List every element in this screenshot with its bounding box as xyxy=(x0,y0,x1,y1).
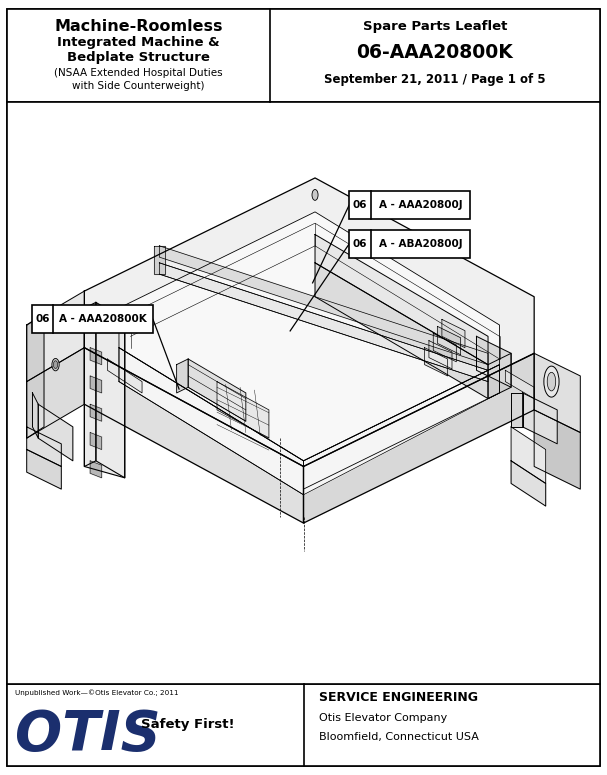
Text: Spare Parts Leaflet: Spare Parts Leaflet xyxy=(363,20,507,33)
Text: Unpublished Work—©Otis Elevator Co.; 2011: Unpublished Work—©Otis Elevator Co.; 201… xyxy=(15,689,178,696)
Polygon shape xyxy=(159,263,488,381)
Text: A - AAA20800K: A - AAA20800K xyxy=(59,315,147,324)
Polygon shape xyxy=(90,405,101,422)
Polygon shape xyxy=(511,393,523,427)
Text: A - ABA20800J: A - ABA20800J xyxy=(379,239,463,249)
Text: Bedplate Structure: Bedplate Structure xyxy=(67,51,210,64)
Ellipse shape xyxy=(544,366,559,397)
Polygon shape xyxy=(188,359,246,422)
Polygon shape xyxy=(90,376,101,393)
Bar xyxy=(7,9,600,102)
Polygon shape xyxy=(119,348,304,494)
Text: September 21, 2011 / Page 1 of 5: September 21, 2011 / Page 1 of 5 xyxy=(324,73,546,86)
Polygon shape xyxy=(154,246,165,274)
Polygon shape xyxy=(27,291,84,381)
Polygon shape xyxy=(505,370,534,398)
Bar xyxy=(7,684,600,766)
Polygon shape xyxy=(27,314,44,438)
Polygon shape xyxy=(96,302,125,477)
Bar xyxy=(32,305,153,333)
Polygon shape xyxy=(90,432,101,450)
Polygon shape xyxy=(534,353,580,432)
Polygon shape xyxy=(438,326,461,355)
Polygon shape xyxy=(119,212,500,461)
Polygon shape xyxy=(27,449,61,489)
Polygon shape xyxy=(33,393,38,438)
Polygon shape xyxy=(433,333,456,362)
Bar xyxy=(349,191,470,219)
Text: Otis Elevator Company: Otis Elevator Company xyxy=(319,713,447,723)
Polygon shape xyxy=(84,178,534,467)
Ellipse shape xyxy=(52,358,59,370)
Polygon shape xyxy=(442,319,465,348)
Polygon shape xyxy=(107,359,142,393)
Polygon shape xyxy=(488,353,511,398)
Ellipse shape xyxy=(53,360,58,368)
Text: (NSAA Extended Hospital Duties: (NSAA Extended Hospital Duties xyxy=(55,68,223,78)
Text: Machine-Roomless: Machine-Roomless xyxy=(55,19,223,33)
Polygon shape xyxy=(304,364,500,489)
Polygon shape xyxy=(304,353,534,523)
Polygon shape xyxy=(511,427,546,484)
Polygon shape xyxy=(84,348,304,523)
Ellipse shape xyxy=(547,372,556,391)
Polygon shape xyxy=(119,348,500,494)
Text: Bloomfield, Connecticut USA: Bloomfield, Connecticut USA xyxy=(319,732,478,742)
Bar xyxy=(349,230,470,258)
Polygon shape xyxy=(90,461,101,477)
Text: Integrated Machine &: Integrated Machine & xyxy=(58,36,220,49)
Polygon shape xyxy=(90,348,101,364)
Polygon shape xyxy=(315,263,488,398)
Polygon shape xyxy=(511,461,546,506)
Polygon shape xyxy=(84,308,125,477)
Polygon shape xyxy=(315,235,488,364)
Polygon shape xyxy=(523,393,557,444)
Polygon shape xyxy=(217,381,269,438)
Polygon shape xyxy=(177,359,188,393)
Text: 06: 06 xyxy=(35,315,50,324)
Text: Safety First!: Safety First! xyxy=(141,718,235,731)
Polygon shape xyxy=(27,427,61,467)
Polygon shape xyxy=(476,336,511,388)
Polygon shape xyxy=(534,410,580,489)
Text: with Side Counterweight): with Side Counterweight) xyxy=(72,81,205,91)
Polygon shape xyxy=(425,348,447,376)
Polygon shape xyxy=(27,348,84,438)
Polygon shape xyxy=(84,302,96,467)
Text: SERVICE ENGINEERING: SERVICE ENGINEERING xyxy=(319,691,478,704)
Bar xyxy=(7,102,600,684)
Polygon shape xyxy=(429,340,452,369)
Polygon shape xyxy=(38,405,73,461)
Text: OTIS: OTIS xyxy=(15,708,161,762)
Text: 06: 06 xyxy=(353,239,367,249)
Text: 06-AAA20800K: 06-AAA20800K xyxy=(356,43,514,63)
Text: 06: 06 xyxy=(353,201,367,210)
Polygon shape xyxy=(159,246,488,364)
Text: A - AAA20800J: A - AAA20800J xyxy=(379,201,463,210)
Ellipse shape xyxy=(312,190,318,200)
